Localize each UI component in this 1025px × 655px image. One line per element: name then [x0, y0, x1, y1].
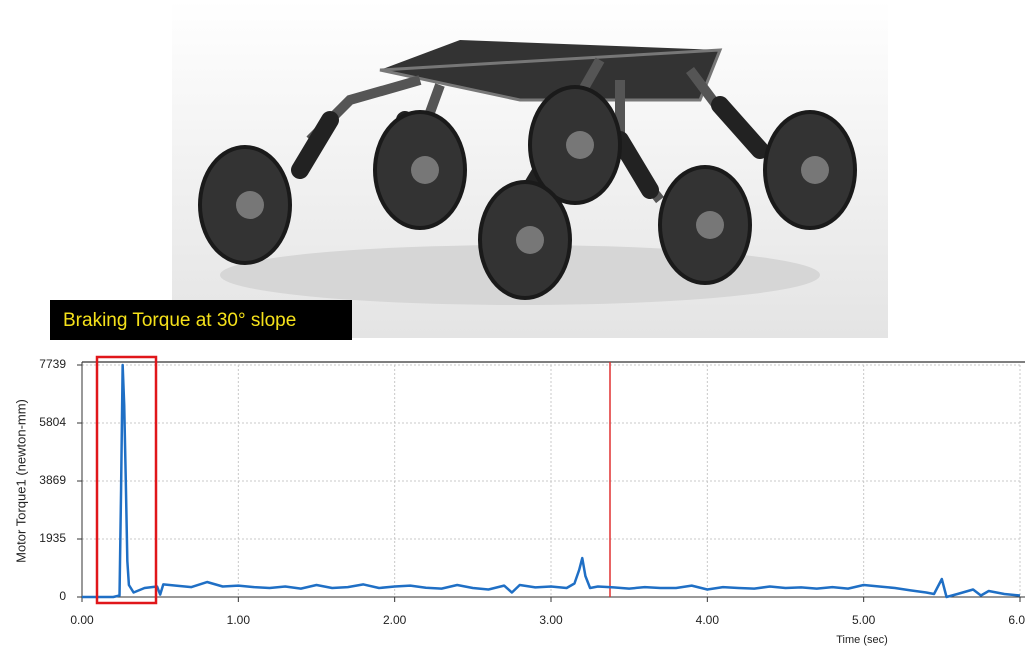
y-tick-label: 0 [59, 589, 66, 603]
figure: Braking Torque at 30° slope Motor Torque… [0, 0, 1025, 650]
y-tick-label: 7739 [39, 357, 66, 371]
x-tick-label: 2.00 [383, 613, 407, 627]
x-tick-label: 5.00 [852, 613, 876, 627]
y-tick-label: 1935 [39, 531, 66, 545]
page: Braking Torque at 30° slope Motor Torque… [0, 0, 1025, 650]
x-tick-label: 0.00 [70, 613, 94, 627]
y-axis-label: Motor Torque1 (newton-mm) [13, 399, 28, 563]
x-tick-label: 1.00 [227, 613, 251, 627]
x-axis-label: Time (sec) [836, 634, 888, 646]
caption: Braking Torque at 30° slope [63, 310, 296, 331]
x-tick-label: 6.00 [1008, 613, 1025, 627]
y-tick-label: 3869 [39, 473, 66, 487]
rover-render [172, 0, 888, 338]
x-tick-label: 4.00 [696, 613, 720, 627]
x-tick-label: 3.00 [539, 613, 563, 627]
y-tick-label: 5804 [39, 415, 66, 429]
